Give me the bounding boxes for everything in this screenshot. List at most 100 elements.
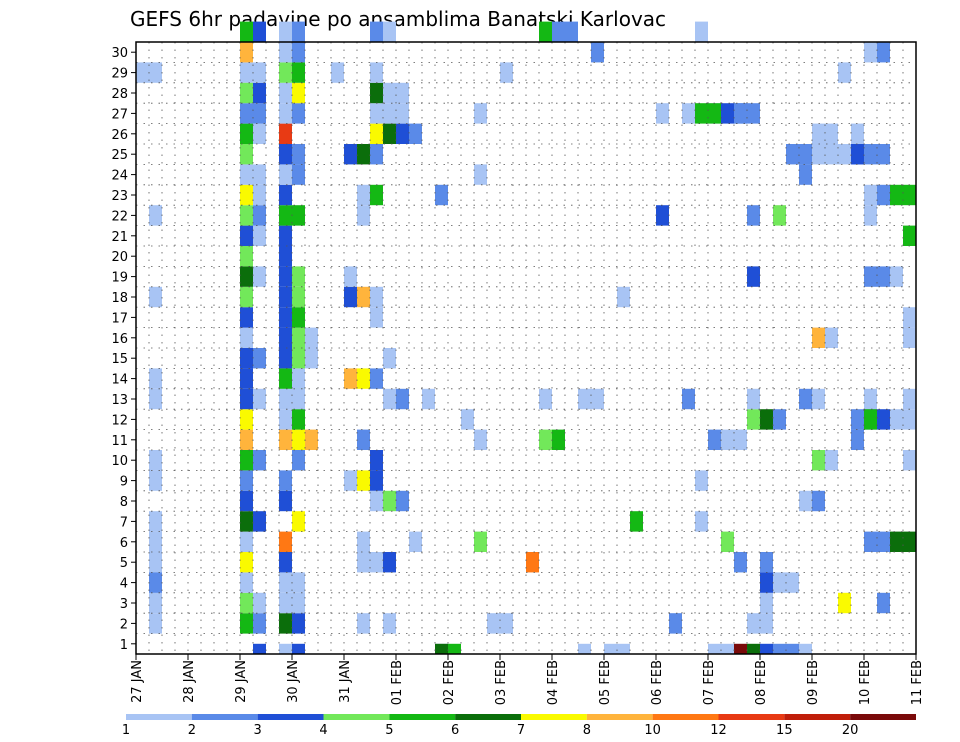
heatmap-cell: [344, 368, 357, 389]
heatmap-cell: [721, 429, 734, 450]
x-tick-label: 02 FEB: [442, 660, 457, 705]
x-tick-label: 05 FEB: [598, 660, 613, 705]
legend-label: 10: [644, 723, 661, 738]
heatmap-cell: [370, 490, 383, 512]
heatmap-cell: [903, 184, 916, 206]
heatmap-cell: [357, 368, 370, 389]
heatmap-cell: [760, 643, 773, 654]
heatmap-cell: [760, 592, 773, 614]
x-tick-label: 08 FEB: [754, 660, 769, 705]
y-tick-label: 3: [120, 597, 128, 612]
heatmap-cell: [539, 21, 552, 42]
heatmap-cell: [409, 123, 422, 144]
heatmap-cell: [240, 572, 253, 593]
heatmap-cell: [864, 144, 877, 165]
y-tick-label: 23: [111, 189, 128, 204]
heatmap-cell: [370, 368, 383, 389]
heatmap-cell: [240, 144, 253, 165]
heatmap-cell: [344, 470, 357, 491]
heatmap-cell: [305, 429, 318, 450]
heatmap-cell: [279, 21, 292, 42]
heatmap-cell: [149, 368, 162, 389]
heatmap-cell: [877, 144, 890, 165]
color-legend: 1 2 3 4 5 6 7 8 10 12 15 20: [122, 714, 916, 738]
heatmap-cell: [370, 184, 383, 206]
heatmap-cell: [825, 144, 838, 165]
heatmap-cell: [279, 62, 292, 83]
heatmap-cell: [396, 123, 409, 144]
heatmap-cell: [747, 643, 760, 654]
heatmap-cell: [240, 205, 253, 226]
heatmap-cell: [877, 531, 890, 552]
heatmap-cell: [903, 409, 916, 430]
heatmap-cell: [721, 531, 734, 552]
x-tick-label: 03 FEB: [494, 660, 509, 705]
heatmap-cell: [838, 592, 851, 614]
heatmap-cell: [370, 21, 383, 42]
heatmap-cell: [253, 205, 266, 226]
heatmap-cell: [721, 643, 734, 654]
x-tick-label: 06 FEB: [650, 660, 665, 705]
heatmap-cell: [279, 286, 292, 308]
heatmap-cell: [253, 103, 266, 124]
heatmap-cell: [383, 490, 396, 512]
heatmap-cell: [279, 388, 292, 410]
heatmap-cell: [890, 409, 903, 430]
x-tick-label: 04 FEB: [546, 660, 561, 705]
heatmap-cell: [617, 286, 630, 308]
heatmap-cell: [279, 225, 292, 246]
heatmap-cell: [253, 82, 266, 104]
heatmap-cell: [487, 613, 500, 634]
heatmap-cell: [799, 164, 812, 185]
heatmap-cell: [500, 62, 513, 83]
heatmap-cell: [435, 184, 448, 206]
heatmap-cell: [357, 184, 370, 206]
heatmap-cell: [253, 388, 266, 410]
heatmap-cell: [760, 409, 773, 430]
y-tick-label: 14: [111, 373, 128, 388]
heatmap-cell: [812, 450, 825, 471]
heatmap-cell: [773, 409, 786, 430]
heatmap-cell: [279, 164, 292, 185]
heatmap-cell: [240, 327, 253, 348]
heatmap-cell: [279, 572, 292, 593]
legend-label: 3: [254, 723, 262, 738]
heatmap-cell: [357, 144, 370, 165]
heatmap-cell: [292, 368, 305, 389]
heatmap-cell: [760, 572, 773, 593]
y-tick-label: 22: [111, 209, 128, 224]
heatmap-cell: [747, 103, 760, 124]
heatmap-cell: [890, 266, 903, 287]
heatmap-cell: [864, 388, 877, 410]
heatmap-cell: [409, 531, 422, 552]
y-tick-label: 10: [111, 454, 128, 469]
heatmap-cell: [279, 470, 292, 491]
heatmap-cell: [279, 613, 292, 634]
heatmap-cell: [292, 164, 305, 185]
heatmap-cell: [279, 82, 292, 104]
heatmap-cell: [240, 246, 253, 267]
heatmap-cell: [292, 205, 305, 226]
heatmap-cell: [396, 103, 409, 124]
heatmap-cell: [474, 103, 487, 124]
heatmap-cells: [136, 21, 916, 654]
chart-title: GEFS 6hr padavine po ansamblima Banatski…: [130, 7, 666, 31]
heatmap-cell: [292, 511, 305, 532]
heatmap-cell: [825, 123, 838, 144]
heatmap-cell: [552, 429, 565, 450]
heatmap-cell: [877, 184, 890, 206]
legend-label: 20: [842, 723, 859, 738]
heatmap-cell: [240, 348, 253, 369]
heatmap-cell: [721, 103, 734, 124]
heatmap-cell: [240, 531, 253, 552]
heatmap-cell: [279, 592, 292, 614]
heatmap-cell: [253, 511, 266, 532]
heatmap-cell: [279, 368, 292, 389]
heatmap-cell: [370, 307, 383, 328]
heatmap-cell: [838, 144, 851, 165]
heatmap-cell: [539, 429, 552, 450]
y-tick-label: 7: [120, 515, 128, 530]
x-tick-label: 27 JAN: [130, 660, 145, 703]
heatmap-cell: [240, 470, 253, 491]
heatmap-cell: [890, 531, 903, 552]
